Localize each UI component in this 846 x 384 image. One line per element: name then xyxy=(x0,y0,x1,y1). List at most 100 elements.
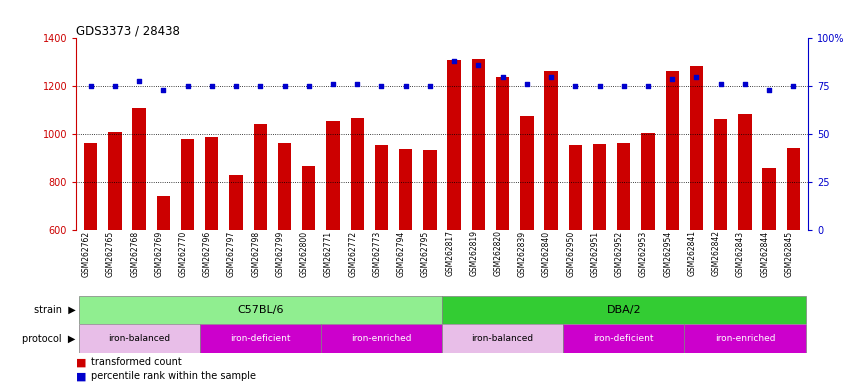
Bar xyxy=(714,119,728,230)
Bar xyxy=(157,195,170,230)
Bar xyxy=(563,324,684,353)
Bar xyxy=(641,133,655,230)
Bar xyxy=(108,132,122,230)
Text: ■: ■ xyxy=(76,371,91,381)
Point xyxy=(714,81,728,88)
Bar xyxy=(442,296,805,324)
Bar xyxy=(229,175,243,230)
Text: GSM262952: GSM262952 xyxy=(615,230,624,276)
Text: GSM262773: GSM262773 xyxy=(372,230,382,276)
Text: GSM262797: GSM262797 xyxy=(227,230,236,276)
Text: iron-deficient: iron-deficient xyxy=(594,334,654,343)
Point xyxy=(399,83,413,89)
Point xyxy=(302,83,316,89)
Text: GSM262843: GSM262843 xyxy=(736,230,745,276)
Text: GSM262950: GSM262950 xyxy=(566,230,575,276)
Bar xyxy=(448,60,461,230)
Text: iron-balanced: iron-balanced xyxy=(471,334,534,343)
Text: GSM262819: GSM262819 xyxy=(470,230,478,276)
Text: GSM262799: GSM262799 xyxy=(276,230,284,276)
Text: ■: ■ xyxy=(76,358,91,367)
Text: GSM262772: GSM262772 xyxy=(349,230,357,276)
Text: GSM262762: GSM262762 xyxy=(82,230,91,276)
Bar xyxy=(79,296,442,324)
Point xyxy=(254,83,267,89)
Text: GSM262839: GSM262839 xyxy=(518,230,527,276)
Point xyxy=(423,83,437,89)
Point xyxy=(132,78,146,84)
Point xyxy=(617,83,630,89)
Bar xyxy=(739,114,751,230)
Bar xyxy=(617,143,630,230)
Point xyxy=(375,83,388,89)
Text: GSM262796: GSM262796 xyxy=(203,230,212,276)
Point xyxy=(229,83,243,89)
Bar xyxy=(206,137,218,230)
Point xyxy=(641,83,655,89)
Text: GSM262841: GSM262841 xyxy=(688,230,696,276)
Bar xyxy=(496,77,509,230)
Text: C57BL/6: C57BL/6 xyxy=(237,305,283,315)
Point xyxy=(471,62,485,68)
Text: iron-deficient: iron-deficient xyxy=(230,334,290,343)
Text: GSM262794: GSM262794 xyxy=(397,230,406,276)
Bar xyxy=(375,145,388,230)
Point xyxy=(181,83,195,89)
Point xyxy=(666,76,679,82)
Bar xyxy=(254,124,267,230)
Text: GSM262820: GSM262820 xyxy=(493,230,503,276)
Bar xyxy=(684,324,805,353)
Text: DBA/2: DBA/2 xyxy=(607,305,641,315)
Point xyxy=(205,83,218,89)
Text: transformed count: transformed count xyxy=(91,358,182,367)
Text: GSM262800: GSM262800 xyxy=(299,230,309,276)
Point xyxy=(593,83,607,89)
Text: GSM262798: GSM262798 xyxy=(251,230,261,276)
Bar xyxy=(442,324,563,353)
Point xyxy=(327,81,340,88)
Bar xyxy=(350,118,364,230)
Point xyxy=(544,74,558,80)
Text: GSM262953: GSM262953 xyxy=(639,230,648,276)
Bar xyxy=(84,143,97,230)
Bar xyxy=(79,324,200,353)
Point xyxy=(787,83,800,89)
Text: GSM262765: GSM262765 xyxy=(106,230,115,276)
Bar xyxy=(689,66,703,230)
Bar xyxy=(593,144,607,230)
Text: GSM262768: GSM262768 xyxy=(130,230,139,276)
Text: GSM262770: GSM262770 xyxy=(179,230,188,276)
Text: percentile rank within the sample: percentile rank within the sample xyxy=(91,371,256,381)
Bar xyxy=(302,166,316,230)
Text: GSM262840: GSM262840 xyxy=(542,230,551,276)
Bar xyxy=(545,71,558,230)
Text: iron-enriched: iron-enriched xyxy=(351,334,412,343)
Text: iron-enriched: iron-enriched xyxy=(715,334,775,343)
Text: GSM262795: GSM262795 xyxy=(421,230,430,276)
Point xyxy=(448,58,461,65)
Point xyxy=(689,74,703,80)
Point xyxy=(739,81,752,88)
Text: strain  ▶: strain ▶ xyxy=(34,305,75,315)
Bar xyxy=(472,59,485,230)
Text: GSM262954: GSM262954 xyxy=(663,230,673,276)
Bar xyxy=(423,150,437,230)
Bar xyxy=(569,145,582,230)
Text: GSM262817: GSM262817 xyxy=(445,230,454,276)
Bar xyxy=(181,139,195,230)
Text: GSM262769: GSM262769 xyxy=(154,230,163,276)
Point xyxy=(496,74,509,80)
Bar xyxy=(200,324,321,353)
Text: GDS3373 / 28438: GDS3373 / 28438 xyxy=(76,24,180,37)
Point xyxy=(277,83,291,89)
Text: GSM262845: GSM262845 xyxy=(784,230,794,276)
Text: GSM262771: GSM262771 xyxy=(324,230,333,276)
Bar xyxy=(327,121,339,230)
Point xyxy=(157,87,170,93)
Bar xyxy=(321,324,442,353)
Bar xyxy=(133,108,146,230)
Text: iron-balanced: iron-balanced xyxy=(108,334,170,343)
Text: GSM262951: GSM262951 xyxy=(591,230,600,276)
Bar xyxy=(762,168,776,230)
Point xyxy=(350,81,364,88)
